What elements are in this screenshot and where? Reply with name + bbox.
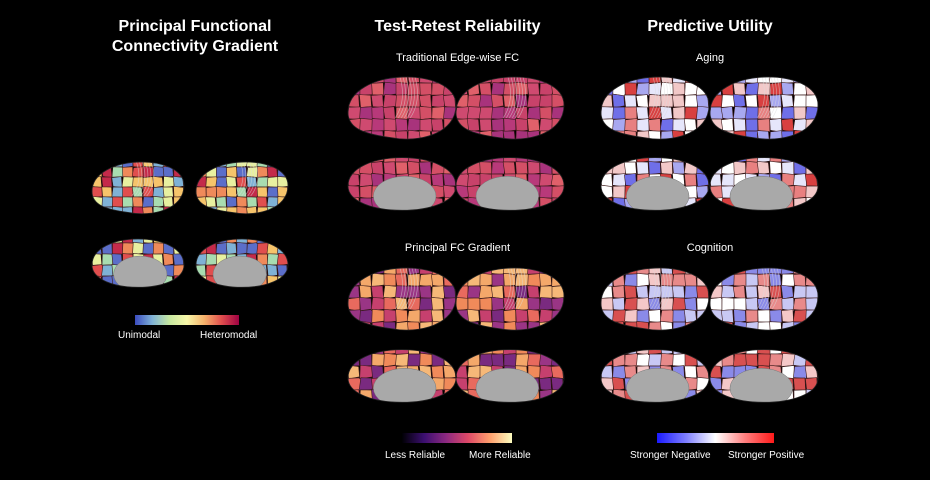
colorbar-low-unimodal: Unimodal xyxy=(118,330,161,341)
brain-aging-lateral-left xyxy=(600,76,710,140)
brain-cognition-medial-right xyxy=(709,349,819,403)
brain-gradient-medial-left xyxy=(91,238,185,288)
brain-fcgradient-lateral-right xyxy=(455,267,565,331)
colorbar-low-less-reliable: Less Reliable xyxy=(385,450,446,461)
brain-cognition-medial-left xyxy=(600,349,710,403)
brain-traditional-lateral-left xyxy=(347,76,457,140)
brain-cognition-lateral-left xyxy=(600,267,710,331)
brain-traditional-lateral-right xyxy=(455,76,565,140)
colorbar-high-heteromodal: Heteromodal xyxy=(200,330,258,341)
brain-aging-medial-right xyxy=(709,157,819,211)
brain-gradient-lateral-right xyxy=(195,161,289,215)
colorbar-high-stronger-positive: Stronger Positive xyxy=(728,450,805,461)
label-traditional-edgewise-fc: Traditional Edge-wise FC xyxy=(395,52,520,64)
title-fc-gradient-line1: Principal Functional xyxy=(118,18,272,35)
colorbar-reliability xyxy=(402,433,512,443)
brain-gradient-medial-right xyxy=(195,238,289,288)
brain-cognition-lateral-right xyxy=(709,267,819,331)
label-cognition: Cognition xyxy=(686,242,734,254)
title-predictive-utility: Predictive Utility xyxy=(647,18,773,35)
brain-aging-medial-left xyxy=(600,157,710,211)
label-aging: Aging xyxy=(695,52,725,64)
brain-fcgradient-medial-left xyxy=(347,349,457,403)
colorbar-predictive xyxy=(657,433,774,443)
title-test-retest: Test-Retest Reliability xyxy=(374,18,541,35)
brain-fcgradient-lateral-left xyxy=(347,267,457,331)
brain-fcgradient-medial-right xyxy=(455,349,565,403)
title-fc-gradient-line2: Connectivity Gradient xyxy=(111,38,279,55)
colorbar-low-stronger-negative: Stronger Negative xyxy=(630,450,711,461)
label-principal-fc-gradient: Principal FC Gradient xyxy=(404,242,511,254)
brain-gradient-lateral-left xyxy=(91,161,185,215)
title-fc-gradient: Principal Functional Connectivity Gradie… xyxy=(85,17,305,57)
colorbar-high-more-reliable: More Reliable xyxy=(469,450,531,461)
brain-traditional-medial-left xyxy=(347,157,457,211)
brain-aging-lateral-right xyxy=(709,76,819,140)
brain-traditional-medial-right xyxy=(455,157,565,211)
colorbar-unimodal-heteromodal xyxy=(135,315,239,325)
